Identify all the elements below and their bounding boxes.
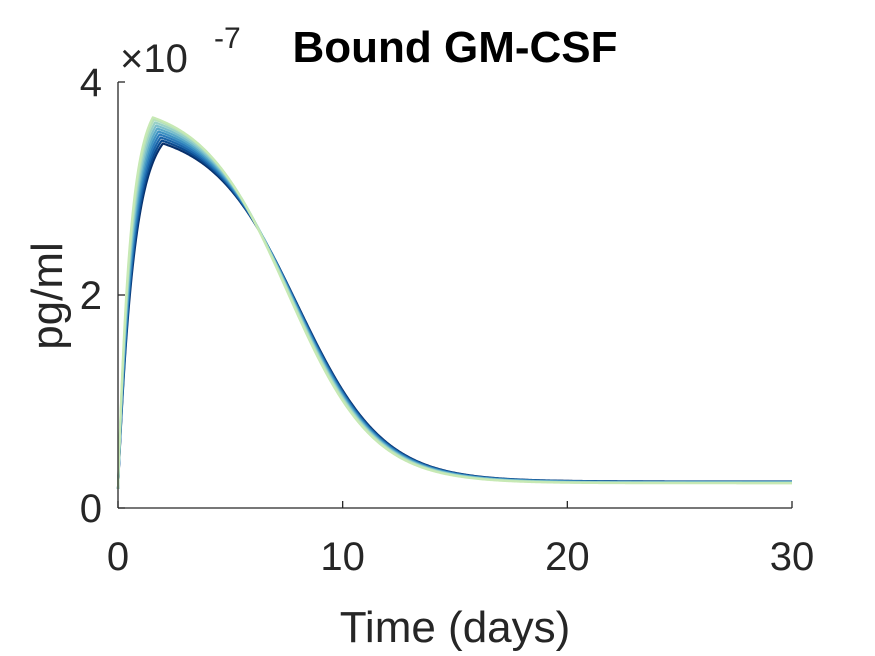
x-tick-label-20: 20 [545, 535, 590, 579]
series-line-10 [116, 116, 792, 489]
series-layer [116, 116, 792, 489]
y-exponent-power: -7 [214, 22, 241, 55]
ticks-layer: 0 10 20 30 0 2 4 [80, 61, 815, 579]
y-tick-label-4: 4 [80, 61, 102, 105]
chart-title: Bound GM-CSF [292, 23, 617, 72]
y-tick-label-0: 0 [80, 487, 102, 531]
x-tick-label-10: 10 [320, 535, 365, 579]
y-tick-label-2: 2 [80, 274, 102, 318]
x-tick-label-30: 30 [770, 535, 815, 579]
y-axis-label: pg/ml [23, 242, 72, 350]
x-tick-label-0: 0 [107, 535, 129, 579]
y-exponent-prefix: ×10 [120, 37, 188, 81]
x-axis-label: Time (days) [340, 603, 571, 652]
